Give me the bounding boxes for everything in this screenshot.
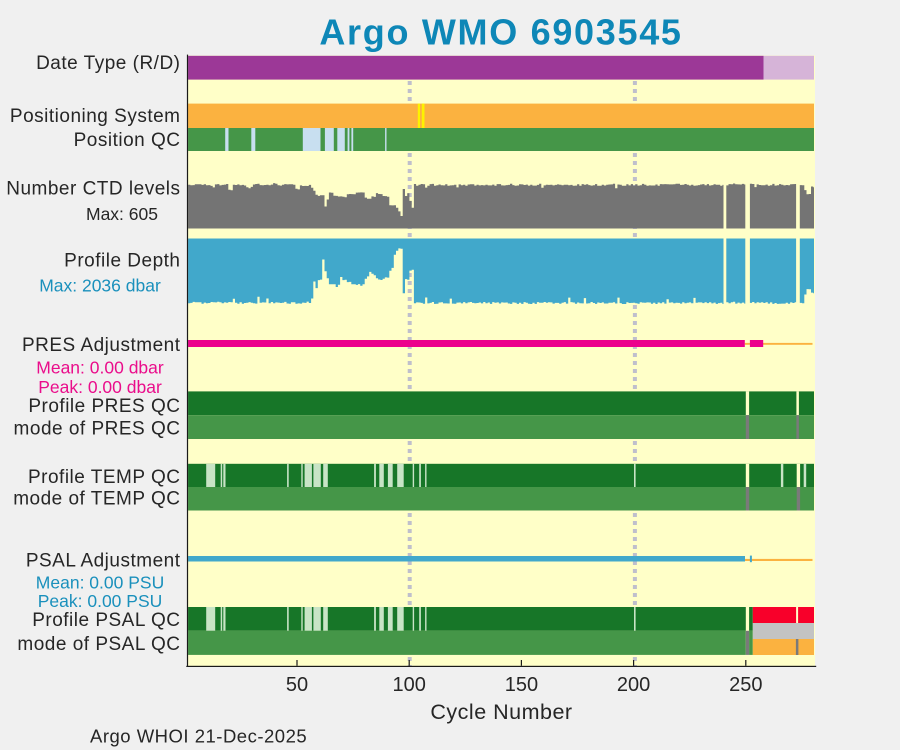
svg-text:PSAL Adjustment: PSAL Adjustment: [26, 550, 181, 571]
svg-text:200: 200: [617, 674, 650, 696]
svg-text:mode of TEMP QC: mode of TEMP QC: [13, 488, 180, 509]
svg-text:Date Type (R/D): Date Type (R/D): [36, 53, 180, 74]
svg-text:Mean: 0.00 dbar: Mean: 0.00 dbar: [36, 357, 164, 377]
svg-text:Profile Depth: Profile Depth: [64, 250, 180, 271]
svg-text:Profile PRES QC: Profile PRES QC: [28, 396, 180, 417]
svg-text:Argo WMO 6903545: Argo WMO 6903545: [319, 12, 682, 53]
svg-text:Profile PSAL QC: Profile PSAL QC: [32, 610, 180, 631]
svg-text:Peak: 0.00 dbar: Peak: 0.00 dbar: [38, 377, 162, 397]
svg-text:Mean: 0.00 PSU: Mean: 0.00 PSU: [36, 572, 164, 592]
svg-text:mode of PSAL QC: mode of PSAL QC: [17, 634, 180, 655]
svg-text:250: 250: [729, 674, 762, 696]
svg-text:Positioning System: Positioning System: [10, 106, 181, 127]
svg-text:Argo WHOI 21-Dec-2025: Argo WHOI 21-Dec-2025: [90, 725, 307, 746]
svg-text:mode of PRES QC: mode of PRES QC: [14, 418, 181, 439]
svg-text:PRES Adjustment: PRES Adjustment: [22, 335, 181, 356]
svg-text:Profile TEMP QC: Profile TEMP QC: [28, 467, 181, 488]
svg-text:Max: 605: Max: 605: [86, 204, 158, 224]
svg-text:100: 100: [393, 674, 426, 696]
svg-text:Peak: 0.00 PSU: Peak: 0.00 PSU: [38, 591, 163, 611]
svg-text:Position QC: Position QC: [74, 130, 181, 151]
svg-text:Number CTD levels: Number CTD levels: [6, 178, 180, 199]
svg-text:150: 150: [505, 674, 538, 696]
svg-text:Cycle Number: Cycle Number: [430, 700, 572, 724]
svg-text:50: 50: [286, 674, 308, 696]
svg-text:Max: 2036 dbar: Max: 2036 dbar: [39, 275, 161, 295]
